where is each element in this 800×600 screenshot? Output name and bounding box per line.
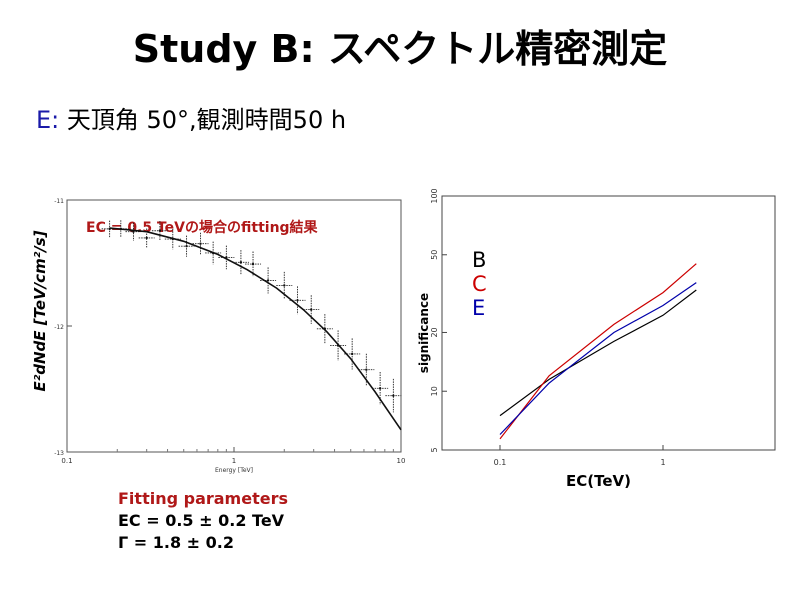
legend-item-e: E (472, 296, 486, 320)
legend: B C E (472, 248, 487, 320)
data-point (239, 261, 243, 264)
data-point (310, 308, 313, 311)
fit-params-gamma: Γ = 1.8 ± 0.2 (118, 533, 234, 552)
data-point (199, 242, 202, 245)
subtitle-lead: E: (36, 106, 60, 134)
slide-title: Study B: スペクトル精密測定 (132, 27, 668, 71)
slide-subtitle: E: 天頂角 50°,観測時間50 h (36, 100, 346, 135)
data-point (378, 387, 382, 390)
right-chart-xlabel: EC(TeV) (566, 472, 631, 490)
legend-item-c: C (472, 272, 487, 296)
data-point (392, 394, 395, 397)
left-x-tick-label: 0.1 (61, 457, 72, 465)
left-y-tick-label: -11 (54, 198, 64, 205)
data-point (350, 352, 354, 356)
legend-item-b: B (472, 248, 487, 272)
data-point (185, 244, 188, 248)
fit-params-heading: Fitting parameters (118, 489, 288, 508)
left-y-tick-label: -13 (54, 450, 64, 457)
left-x-axis-label: Energy [TeV] (215, 467, 253, 474)
data-point (365, 368, 368, 371)
left-x-tick-label: 10 (397, 457, 406, 465)
left-x-tick-label: 1 (232, 457, 236, 465)
data-point (158, 229, 162, 232)
data-point (296, 299, 299, 302)
data-point (251, 262, 255, 266)
fit-parameters: Fitting parameters EC = 0.5 ± 0.2 TeV Γ … (118, 488, 288, 554)
right-chart-ylabel: significance (417, 292, 431, 374)
data-point (283, 284, 286, 287)
fit-curve (109, 227, 402, 431)
subtitle-text: 天頂角 50°,観測時間50 h (59, 106, 347, 134)
data-point (145, 236, 148, 240)
data-point (266, 279, 270, 282)
fit-params-ec: EC = 0.5 ± 0.2 TeV (118, 511, 285, 530)
left-y-tick-label: -12 (54, 324, 64, 331)
left-plot-frame (66, 199, 402, 453)
